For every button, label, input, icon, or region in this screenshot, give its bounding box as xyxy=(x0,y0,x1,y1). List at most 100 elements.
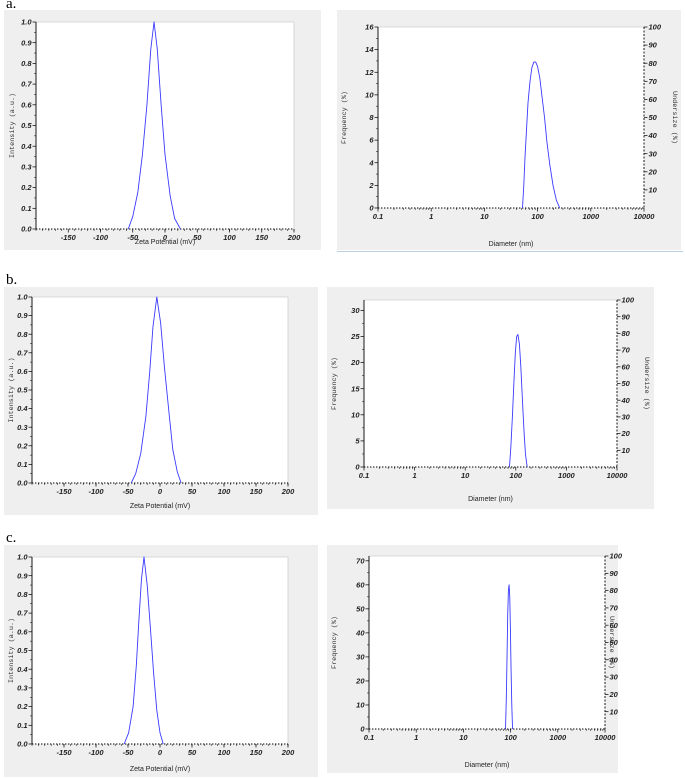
series-line xyxy=(130,296,182,484)
x-tick-label: 50 xyxy=(188,748,197,757)
plot-area xyxy=(32,297,288,483)
y-tick-label: 16 xyxy=(365,23,374,32)
x-tick-label: 10 xyxy=(480,212,489,221)
y2-tick-label: 20 xyxy=(609,690,619,699)
y2-tick-label: 30 xyxy=(649,149,658,158)
y-tick-label: 5 xyxy=(355,437,360,446)
chart-panel-b-zeta: -150 -100 -50 0 50 100 150 200 0.0 0.1 0.2 0.3 0.4 0.… xyxy=(4,287,318,515)
y-tick-label: 15 xyxy=(351,384,360,393)
x-tick-label: 150 xyxy=(250,748,263,757)
y2-tick-label: 80 xyxy=(622,329,631,338)
y-tick-label: 0.5 xyxy=(17,646,28,655)
y-tick-label: 0.4 xyxy=(21,142,32,151)
y2-tick-label: 40 xyxy=(609,655,619,664)
chart-panel-b-size: 0.1 1 10 100 1000 10000 0 5 10 15 20 25 30 10 20 30 40 50… xyxy=(327,287,654,509)
y-tick-label: 0.9 xyxy=(21,38,32,47)
chart-panel-a-size: 0.1 1 10 100 1000 10000 0 2 4 6 8 10 12 14 16 10 20 30 40 5… xyxy=(337,10,681,250)
y-tick-label: 0.0 xyxy=(17,479,28,488)
y-tick-label: 10 xyxy=(351,410,360,419)
series-line xyxy=(505,584,513,730)
y-tick-label: 20 xyxy=(350,358,360,367)
y-tick-label: 1.0 xyxy=(17,293,28,302)
y-tick-label: 0.6 xyxy=(17,367,28,376)
x-tick-label: -150 xyxy=(56,748,72,757)
chart-panel-c-zeta: -150 -100 -50 0 50 100 150 200 0.0 0.1 0.2 0.3 0.4 0.… xyxy=(4,545,318,777)
x-tick-label: 1000 xyxy=(549,733,567,742)
y2-tick-label: 10 xyxy=(610,707,619,716)
y-tick-label: 0.7 xyxy=(17,609,28,618)
y-tick-label: 10 xyxy=(365,90,374,99)
chart-panel-c-size: 0.1 1 10 100 1000 10000 0 10 20 30 40 50 60 70 10 20 30 4… xyxy=(327,545,623,773)
series-line xyxy=(522,61,561,209)
x-tick-label: 10000 xyxy=(607,471,629,480)
y-tick-label: 0.4 xyxy=(17,665,28,674)
x-tick-label: -50 xyxy=(127,233,139,242)
y-tick-label: 50 xyxy=(356,604,365,613)
y-tick-label: 0.2 xyxy=(21,183,32,192)
y2-tick-label: 40 xyxy=(621,396,631,405)
y-tick-label: 0.2 xyxy=(17,441,28,450)
x-tick-label: 100 xyxy=(531,212,544,221)
series-line xyxy=(509,333,528,468)
x-tick-label: 0 xyxy=(158,748,163,757)
chart-panel-a-zeta: -150 -100 -50 0 50 100 150 200 0.0 0.1 0.2 0.3 0.4 0.… xyxy=(4,10,321,250)
x-tick-label: 100 xyxy=(218,748,231,757)
x-tick-label: 1 xyxy=(429,212,433,221)
row-label-b: b. xyxy=(6,272,18,288)
panel-divider-line xyxy=(337,251,683,252)
plot-area xyxy=(369,556,605,729)
x-tick-label: -50 xyxy=(123,487,135,496)
y-tick-label: 0.5 xyxy=(17,386,28,395)
y-tick-label: 0 xyxy=(355,463,360,472)
plot-area xyxy=(364,300,617,467)
x-tick-label: 100 xyxy=(218,487,231,496)
plot-area xyxy=(378,27,644,208)
row-label-a: a. xyxy=(6,0,17,12)
x-axis-title: Zeta Potential (mV) xyxy=(130,766,190,773)
y2-tick-label: 30 xyxy=(610,673,619,682)
y-tick-label: 10 xyxy=(356,701,365,710)
y-tick-label: 0.6 xyxy=(17,627,28,636)
y-axis-title: Intensity (a.u.) xyxy=(8,357,16,422)
y2-tick-label: 60 xyxy=(622,362,631,371)
x-axis-title: Diameter (nm) xyxy=(465,762,510,769)
y2-tick-label: 20 xyxy=(648,167,658,176)
y2-axis-title: Undersize (%) xyxy=(642,357,650,410)
y2-tick-label: 100 xyxy=(610,552,623,561)
x-tick-label: -150 xyxy=(61,233,77,242)
x-tick-label: 100 xyxy=(504,733,517,742)
x-tick-label: 0.1 xyxy=(359,471,369,480)
y2-axis-title: Undersize (%) xyxy=(607,616,615,669)
chart-svg: -150 -100 -50 0 50 100 150 200 0.0 0.1 0.2 0.3 0.4 0.… xyxy=(8,553,295,773)
x-tick-label: 0.1 xyxy=(373,212,383,221)
y-tick-label: 8 xyxy=(369,113,374,122)
x-tick-label: 200 xyxy=(287,233,301,242)
plot-area xyxy=(36,22,294,229)
x-tick-label: 200 xyxy=(281,487,295,496)
y-tick-label: 0.1 xyxy=(21,204,31,213)
chart-svg: 0.1 1 10 100 1000 10000 0 10 20 30 40 50 60 70 10 20 30 4… xyxy=(331,552,623,769)
y-tick-label: 20 xyxy=(355,677,365,686)
y-axis-title: Intensity (a.u.) xyxy=(8,618,16,683)
series-line xyxy=(123,556,164,745)
y-tick-label: 30 xyxy=(351,306,360,315)
y-axis-title: Intensity (a.u.) xyxy=(9,93,17,158)
y2-tick-label: 10 xyxy=(649,186,658,195)
chart-svg: -150 -100 -50 0 50 100 150 200 0.0 0.1 0.2 0.3 0.4 0.… xyxy=(9,18,301,246)
x-tick-label: 0 xyxy=(158,487,163,496)
x-tick-label: 0.1 xyxy=(364,733,374,742)
x-axis-title: Zeta Potential (mV) xyxy=(135,239,195,246)
y2-tick-label: 100 xyxy=(622,296,635,305)
y-tick-label: 0.4 xyxy=(17,404,28,413)
y-axis-title: Frequency (%) xyxy=(341,91,349,144)
y2-tick-label: 80 xyxy=(649,59,658,68)
y-tick-label: 0.1 xyxy=(17,721,27,730)
x-tick-label: -100 xyxy=(93,233,109,242)
y-tick-label: 1.0 xyxy=(21,18,32,27)
chart-svg: 0.1 1 10 100 1000 10000 0 5 10 15 20 25 30 10 20 30 40 50… xyxy=(331,296,650,503)
x-tick-label: 50 xyxy=(188,487,197,496)
y2-tick-label: 70 xyxy=(610,604,619,613)
y-tick-label: 40 xyxy=(355,628,365,637)
x-tick-label: -50 xyxy=(123,748,135,757)
x-tick-label: 100 xyxy=(510,471,523,480)
